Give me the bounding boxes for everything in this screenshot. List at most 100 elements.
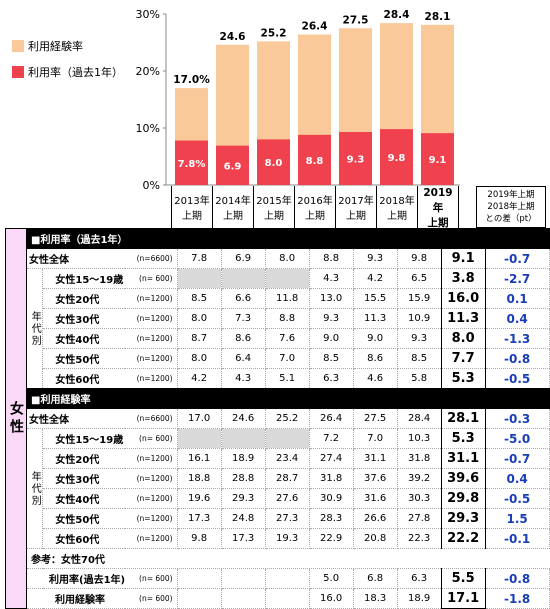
row-label: 女性40代	[42, 328, 126, 349]
bar-label-experience: 17.0%	[173, 74, 210, 86]
y-tick-label: 20%	[136, 65, 160, 78]
value-cell: 30.9	[308, 488, 354, 509]
sample-size: (n=1200)	[125, 288, 178, 309]
value-cell: 27.5	[352, 408, 398, 429]
value-cell: 9.8	[396, 248, 442, 269]
bar-label-usage: 7.8%	[178, 159, 206, 170]
column-header-year: 2015年	[256, 195, 292, 207]
value-cell: 8.0	[440, 328, 486, 349]
bar-usage	[339, 131, 372, 185]
value-cell: 11.8	[264, 288, 310, 309]
sample-size: (n=1200)	[125, 308, 178, 329]
value-cell: 20.8	[352, 528, 398, 549]
sample-size: (n= 600)	[125, 428, 178, 449]
value-cell: 9.8	[176, 528, 222, 549]
value-cell: 8.5	[176, 288, 222, 309]
value-cell: 28.7	[264, 468, 310, 489]
diff-cell: -2.7	[484, 268, 550, 289]
row-label: 女性20代	[42, 448, 126, 469]
sample-size: (n=1200)	[125, 328, 178, 349]
value-cell: 29.8	[440, 488, 486, 509]
bar-label-usage: 9.3	[347, 154, 365, 165]
value-cell: 4.2	[176, 368, 222, 389]
legend-item-experience: 利用経験率	[12, 38, 83, 54]
row-label: 女性全体	[26, 408, 126, 429]
bar-label-usage: 8.0	[265, 158, 283, 169]
column-header-2: 2015年 上期	[255, 189, 293, 228]
value-cell: 17.0	[176, 408, 222, 429]
bar-label-experience: 24.6	[220, 31, 246, 43]
value-cell: 6.5	[396, 268, 442, 289]
value-cell: 29.3	[440, 508, 486, 529]
sample-size: (n=6600)	[125, 408, 178, 429]
value-cell: 11.3	[440, 308, 486, 329]
sample-size: (n=1200)	[125, 488, 178, 509]
value-cell: 17.1	[440, 588, 486, 609]
column-header-half: 上期	[182, 210, 202, 222]
row-label: 利用率(過去1年)	[26, 568, 126, 589]
table-row: 女性全体 (n=6600) 7.8 6.9 8.0 8.8 9.3 9.8 9.1 -0.7	[6, 248, 550, 269]
diff-cell: -0.8	[484, 348, 550, 369]
value-cell: 15.9	[396, 288, 442, 309]
value-cell: 4.2	[352, 268, 398, 289]
value-cell: 9.1	[440, 248, 486, 269]
value-cell: 31.6	[352, 488, 398, 509]
value-cell: 39.6	[440, 468, 486, 489]
value-cell: 6.4	[220, 348, 266, 369]
side-label: 女性	[5, 228, 27, 609]
value-cell: 5.3	[440, 428, 486, 449]
bar-usage	[175, 140, 208, 185]
value-cell: 6.3	[396, 568, 442, 589]
value-cell: 4.6	[352, 368, 398, 389]
value-cell: 27.8	[396, 508, 442, 529]
column-separator	[376, 186, 377, 228]
section-header-row: ■利用経験率	[6, 388, 550, 409]
value-cell: 16.0	[308, 588, 354, 609]
sample-size: (n=1200)	[125, 368, 178, 389]
value-cell: 5.5	[440, 568, 486, 589]
value-cell: 4.3	[308, 268, 354, 289]
value-cell: 5.8	[396, 368, 442, 389]
bar-label-usage: 6.9	[224, 161, 242, 172]
row-label: 女性30代	[42, 308, 126, 329]
data-table: 女性 ■利用率（過去1年） 女性全体 (n=6600) 7.8 6.9 8.0 8.8 9.3 9…	[5, 228, 550, 609]
value-cell	[176, 568, 222, 589]
value-cell	[220, 568, 266, 589]
bar-label-usage: 8.8	[306, 156, 324, 167]
bar-usage	[298, 134, 331, 185]
column-header-half: 上期	[305, 210, 325, 222]
row-label: 女性20代	[42, 288, 126, 309]
value-cell: 28.8	[220, 468, 266, 489]
diff-cell: -1.8	[484, 588, 550, 609]
value-cell: 17.3	[220, 528, 266, 549]
bar-label-experience: 27.5	[343, 14, 369, 26]
ref-title: 参考：女性70代	[26, 548, 550, 569]
value-cell: 23.4	[264, 448, 310, 469]
value-cell: 19.3	[264, 528, 310, 549]
column-header-half: 上期	[387, 210, 407, 222]
value-cell: 8.5	[308, 348, 354, 369]
value-cell: 29.3	[220, 488, 266, 509]
value-cell: 26.6	[352, 508, 398, 529]
diff-cell: -0.7	[484, 248, 550, 269]
diff-cell: 1.5	[484, 508, 550, 529]
value-cell: 39.2	[396, 468, 442, 489]
value-cell: 18.3	[352, 588, 398, 609]
value-cell: 5.0	[308, 568, 354, 589]
value-cell: 31.1	[352, 448, 398, 469]
value-cell: 7.0	[352, 428, 398, 449]
table-row: 女性20代 (n=1200) 16.1 18.9 23.4 27.4 31.1 31.8 31.…	[6, 448, 550, 469]
column-header-4: 2017年 上期	[337, 189, 375, 228]
value-cell: 22.2	[440, 528, 486, 549]
value-cell: 37.6	[352, 468, 398, 489]
table-row: 女性60代 (n=1200) 4.2 4.3 5.1 6.3 4.6 5.8 5.3 -0.5	[6, 368, 550, 389]
value-cell: 3.8	[440, 268, 486, 289]
table-row: 女性全体 (n=6600) 17.0 24.6 25.2 26.4 27.5 28.4 28.1…	[6, 408, 550, 429]
column-header-half: 上期	[223, 210, 243, 222]
row-label: 女性15～19歳	[42, 268, 126, 289]
bar-label-usage: 9.1	[429, 155, 447, 166]
value-cell: 28.3	[308, 508, 354, 529]
column-separator	[458, 186, 459, 228]
value-cell: 8.0	[264, 248, 310, 269]
value-cell: 9.0	[308, 328, 354, 349]
